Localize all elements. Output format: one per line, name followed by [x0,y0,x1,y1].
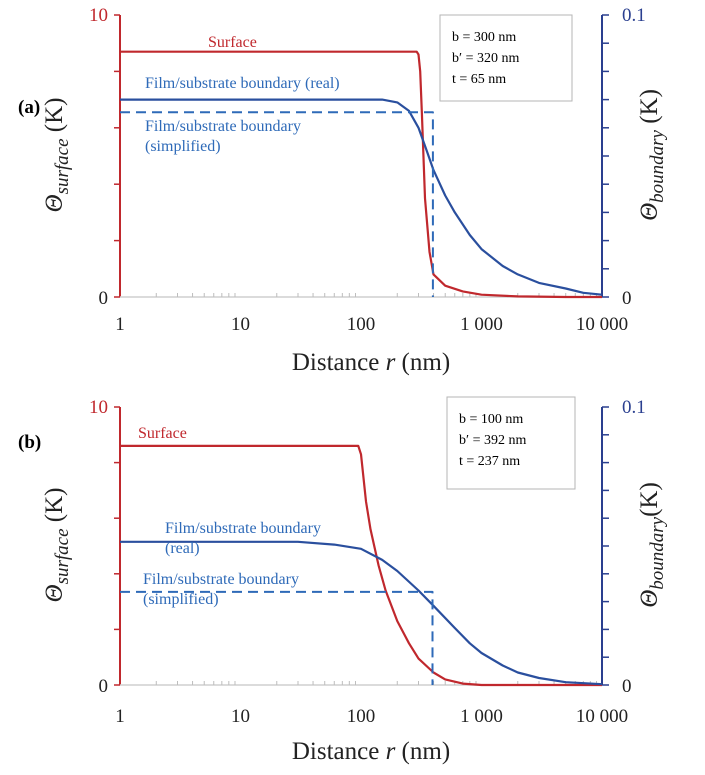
left-y-title-unit: (K) [41,98,68,139]
annotation-simplified: Film/substrate boundary (simplified) [143,571,299,608]
right-tick-label: 0 [622,676,632,697]
left-tick-label: 0 [99,288,109,309]
x-tick-label: 1 [115,314,125,335]
x-axis-title-unit: (nm) [395,349,450,376]
x-axis-title-main: Distance [292,349,386,376]
x-tick-label: 100 [347,706,376,727]
left-y-title-symbol: Θ [41,194,68,212]
annotation-simplified-line: Film/substrate boundary [143,571,299,588]
annotation-real: Film/substrate boundary (real) [165,520,321,557]
x-tick-label: 1 000 [460,706,503,727]
annotation-simplified-line: Film/substrate boundary [145,118,301,135]
right-y-title-unit: (K) [636,482,663,517]
annotation-simplified-line: (simplified) [143,591,219,608]
x-tick-label: 1 000 [460,314,503,335]
left-y-title-sub: surface [52,528,73,584]
parameter-t: t = 65 nm [452,72,506,87]
panel-label: (b) [18,432,41,453]
right-y-axis-title: Θboundary (K) [636,89,668,221]
annotation-real: Film/substrate boundary (real) [145,75,340,92]
right-y-title-symbol: Θ [636,203,663,221]
annotation-surface-line: Surface [208,34,257,51]
panel-label: (a) [18,97,40,118]
left-y-title-sub: surface [52,138,73,194]
x-axis-title-main: Distance [292,738,386,765]
left-tick-label: 10 [89,5,108,26]
annotation-simplified-line: (simplified) [145,138,221,155]
surface-line [120,50,602,299]
x-tick-label: 1 [115,706,125,727]
annotation-surface-line: Surface [138,425,187,442]
right-y-title-sub: boundary [647,129,668,202]
right-tick-label: 0.1 [622,5,646,26]
x-tick-label: 10 000 [576,706,628,727]
parameter-b_prime: b′ = 320 nm [452,51,519,66]
x-axis-title-var: r [386,738,396,765]
annotation-real-line: Film/substrate boundary [165,520,321,537]
x-axis-title-unit: (nm) [395,738,450,765]
right-y-title-symbol: Θ [636,590,663,608]
left-y-axis-title: Θsurface (K) [41,98,73,213]
annotation-simplified: Film/substrate boundary (simplified) [145,118,301,155]
x-tick-label: 10 [231,706,250,727]
right-y-axis-title: Θboundary(K) [636,482,668,608]
x-axis-title: Distance r (nm) [292,349,450,376]
left-tick-label: 0 [99,676,109,697]
parameter-b: b = 300 nm [452,30,516,45]
right-tick-label: 0.1 [622,397,646,418]
annotation-surface: Surface [208,34,257,51]
parameter-b: b = 100 nm [459,412,523,427]
parameter-box [439,14,573,102]
x-tick-label: 100 [347,314,376,335]
annotation-real-line: Film/substrate boundary (real) [145,75,340,92]
right-y-title-sub: boundary [647,516,668,589]
x-tick-label: 10 [231,314,250,335]
left-y-title-symbol: Θ [41,584,68,602]
boundary-simplified-line [120,111,434,297]
surface-line [120,444,602,687]
parameter-box [446,396,576,490]
boundary-real-line [120,98,603,296]
parameter-b_prime: b′ = 392 nm [459,433,526,448]
x-axis-title-var: r [386,349,396,376]
right-tick-label: 0 [622,288,632,309]
annotation-surface: Surface [138,425,187,442]
x-axis-title: Distance r (nm) [292,738,450,765]
right-y-title-unit: (K) [636,89,663,130]
boundary-simplified-line [120,590,434,685]
left-y-axis-title: Θsurface (K) [41,488,73,603]
x-tick-label: 10 000 [576,314,628,335]
parameter-t: t = 237 nm [459,454,520,469]
boundary-real-line [120,540,603,686]
annotation-real-line: (real) [165,540,200,557]
left-y-title-unit: (K) [41,488,68,529]
left-tick-label: 10 [89,397,108,418]
